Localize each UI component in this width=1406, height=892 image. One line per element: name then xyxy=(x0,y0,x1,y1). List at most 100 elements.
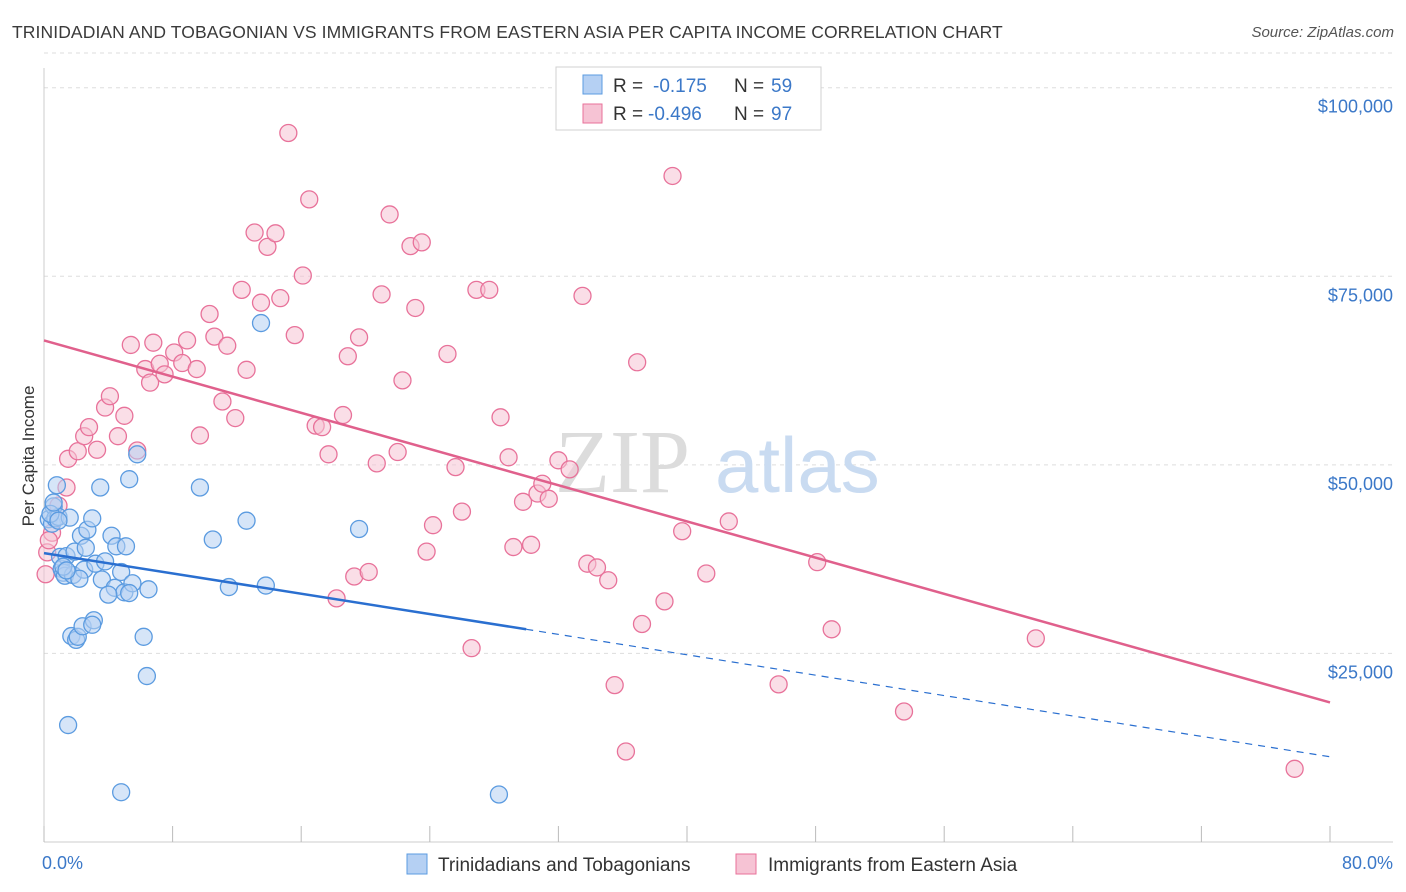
pink-point-34 xyxy=(251,293,271,312)
blue-point-48 xyxy=(112,783,131,802)
pink-point-58 xyxy=(412,233,431,252)
watermark: ZIP atlas xyxy=(555,413,880,512)
legend-n-label-2: N = xyxy=(734,104,764,125)
legend-n-value-2: 97 xyxy=(771,104,792,125)
blue-point-55 xyxy=(99,585,118,604)
pink-point-92 xyxy=(822,620,841,639)
blue-point-53 xyxy=(70,569,89,588)
pink-point-30 xyxy=(226,408,245,428)
pink-point-32 xyxy=(237,360,256,379)
pink-point-0 xyxy=(36,565,55,584)
correlation-legend: R = -0.175 N = 59 R = -0.496 N = 97 xyxy=(555,66,822,131)
pink-point-6 xyxy=(68,442,87,461)
legend-n-label-1: N = xyxy=(734,76,764,97)
blue-point-31 xyxy=(112,562,131,582)
blue-point-43 xyxy=(237,511,256,530)
pink-point-13 xyxy=(115,406,134,425)
pink-point-38 xyxy=(279,123,298,143)
watermark-zip: ZIP xyxy=(555,413,690,512)
series-immigrants-eastern-asia xyxy=(36,123,1304,778)
pink-point-82 xyxy=(616,742,636,761)
pink-point-86 xyxy=(663,166,682,186)
pink-point-81 xyxy=(605,675,624,695)
pink-point-59 xyxy=(417,542,436,561)
trend-line-pink xyxy=(43,339,1331,704)
pink-point-76 xyxy=(560,460,579,479)
blue-point-51 xyxy=(49,511,68,530)
legend-r-value-1: -0.175 xyxy=(653,76,707,97)
legend-r-value-2: -0.496 xyxy=(648,104,702,125)
y-tick-label-1: $50,000 xyxy=(1328,474,1393,494)
pink-point-24 xyxy=(187,359,206,379)
pink-point-9 xyxy=(87,440,107,459)
pink-point-62 xyxy=(446,457,465,477)
blue-point-36 xyxy=(128,445,147,464)
blue-point-33 xyxy=(116,537,136,556)
pink-point-90 xyxy=(769,675,788,694)
pink-point-41 xyxy=(300,190,319,209)
legend-r-label-1: R = xyxy=(613,76,643,97)
pink-point-67 xyxy=(491,408,510,427)
pink-point-25 xyxy=(190,426,210,445)
blue-point-54 xyxy=(83,615,102,634)
pink-point-40 xyxy=(293,266,312,285)
pink-point-93 xyxy=(894,702,914,721)
pink-point-36 xyxy=(266,224,285,243)
pink-point-64 xyxy=(462,638,481,658)
pink-point-57 xyxy=(406,298,425,318)
pink-point-74 xyxy=(539,489,558,508)
pink-point-11 xyxy=(100,387,120,406)
y-axis-label: Per Capita Income xyxy=(19,386,38,527)
pink-point-79 xyxy=(587,558,607,577)
blue-point-37 xyxy=(134,627,153,646)
pink-point-52 xyxy=(372,285,391,304)
pink-point-47 xyxy=(338,347,357,366)
pink-point-8 xyxy=(79,417,99,437)
trend-line-blue-extension xyxy=(526,628,1331,758)
pink-point-89 xyxy=(719,512,738,531)
pink-point-39 xyxy=(285,325,304,345)
pink-point-12 xyxy=(108,427,128,446)
blue-point-58 xyxy=(57,561,76,580)
pink-point-18 xyxy=(144,333,163,352)
bottom-legend-swatch-blue xyxy=(406,853,428,875)
pink-point-54 xyxy=(388,442,407,462)
pink-point-44 xyxy=(319,445,338,464)
trend-lines xyxy=(43,339,1331,758)
pink-point-94 xyxy=(1026,629,1045,648)
watermark-atlas: atlas xyxy=(715,421,880,509)
pink-point-17 xyxy=(140,373,160,392)
blue-point-46 xyxy=(349,519,369,539)
blue-point-26 xyxy=(92,570,112,589)
pink-point-69 xyxy=(504,537,523,557)
pink-point-88 xyxy=(697,564,716,583)
bottom-legend-label-pink: Immigrants from Eastern Asia xyxy=(768,855,1018,876)
pink-point-80 xyxy=(599,571,618,590)
bottom-legend-swatch-pink xyxy=(735,853,757,875)
pink-point-33 xyxy=(245,223,264,242)
bottom-legend-label-blue: Trinidadians and Tobagonians xyxy=(438,855,690,876)
y-tick-label-3: $100,000 xyxy=(1318,97,1393,117)
x-tick-label-left: 0.0% xyxy=(42,853,83,873)
pink-point-71 xyxy=(521,535,541,554)
series-legend: Trinidadians and Tobagonians Immigrants … xyxy=(406,853,1018,876)
pink-point-61 xyxy=(438,344,457,364)
pink-point-84 xyxy=(632,614,652,634)
pink-point-50 xyxy=(359,562,378,582)
pink-point-53 xyxy=(380,205,399,224)
y-tick-labels: $25,000 $50,000 $75,000 $100,000 xyxy=(1318,97,1393,683)
pink-point-70 xyxy=(513,492,533,511)
blue-point-49 xyxy=(489,785,509,804)
x-tick-label-right: 80.0% xyxy=(1342,853,1393,873)
source-label: Source: ZipAtlas.com xyxy=(1251,24,1394,41)
pink-point-23 xyxy=(177,331,197,350)
blue-point-44 xyxy=(251,313,271,333)
blue-point-47 xyxy=(58,715,78,735)
chart-title: TRINIDADIAN AND TOBAGONIAN VS IMMIGRANTS… xyxy=(12,22,1003,42)
legend-swatch-blue xyxy=(582,74,603,95)
pink-point-95 xyxy=(1285,759,1304,778)
y-tick-label-0: $25,000 xyxy=(1328,662,1393,682)
pink-point-29 xyxy=(218,336,237,355)
blue-point-34 xyxy=(120,470,139,489)
